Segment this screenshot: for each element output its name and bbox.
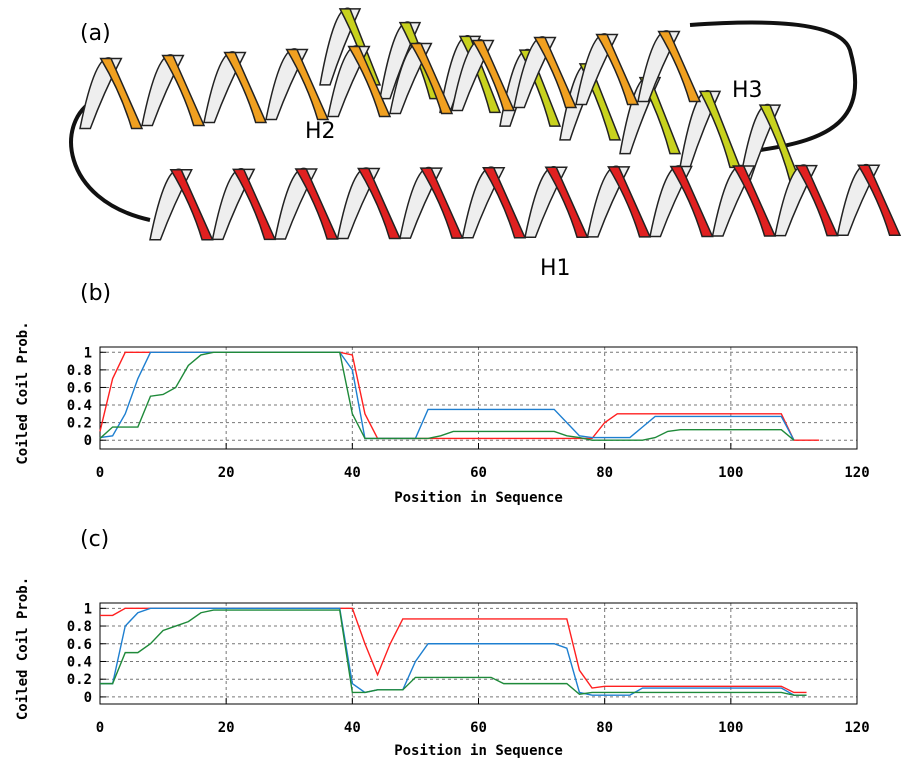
x-tick-label: 80: [596, 465, 613, 481]
protein-ribbon: [79, 7, 902, 241]
y-tick-label: 0.8: [67, 363, 92, 379]
helix-label: H1: [540, 256, 571, 281]
series-line: [100, 607, 807, 694]
helix-turn: [595, 33, 640, 106]
y-tick-label: 0.8: [67, 619, 92, 635]
y-tick-label: 0.4: [67, 398, 92, 414]
helix-label: H3: [732, 78, 763, 103]
helix-turn: [169, 169, 214, 241]
helix-turn: [161, 54, 206, 127]
series-line: [99, 351, 820, 441]
y-tick-label: 0.2: [67, 416, 92, 432]
loop: [69, 20, 857, 222]
plot-frame: [99, 602, 858, 705]
helix-turn: [533, 36, 578, 109]
helix-turn: [732, 165, 777, 237]
x-tick-label: 80: [596, 720, 613, 736]
helix-turn: [607, 166, 652, 238]
helix-turn: [544, 166, 589, 239]
helix-turn: [232, 168, 277, 241]
x-tick-label: 20: [218, 720, 235, 736]
x-tick-label: 40: [344, 465, 361, 481]
plot-frame: [99, 346, 858, 450]
helix-turn: [99, 57, 144, 130]
x-tick-label: 0: [96, 465, 104, 481]
y-tick-label: 0: [84, 690, 92, 706]
series-line: [99, 351, 795, 441]
helix-turn: [347, 45, 392, 118]
panel-label: (a): [80, 21, 111, 46]
x-tick-label: 120: [844, 465, 869, 481]
y-axis-label: Coiled Coil Prob.: [15, 577, 31, 720]
y-axis-label: Coiled Coil Prob.: [15, 321, 31, 464]
x-tick-label: 120: [844, 720, 869, 736]
helix-turn: [409, 42, 454, 115]
y-tick-label: 0.6: [67, 637, 92, 653]
x-tick-label: 20: [218, 465, 235, 481]
helix-turn: [471, 39, 516, 112]
y-tick-label: 0.2: [67, 672, 92, 688]
x-tick-label: 40: [344, 720, 361, 736]
y-tick-label: 0.4: [67, 654, 92, 670]
helix-turn: [223, 51, 268, 124]
x-tick-label: 60: [470, 720, 487, 736]
helix-turn: [698, 90, 742, 169]
series-line: [99, 351, 795, 441]
y-tick-label: 0.6: [67, 380, 92, 396]
helix-turn: [794, 164, 839, 237]
series-line: [100, 607, 807, 696]
helix-turn: [857, 164, 902, 236]
helix-turn: [669, 165, 714, 238]
panel-label: (b): [80, 281, 111, 306]
helix-turn: [285, 48, 330, 121]
helix-turn: [419, 167, 464, 239]
helix-turn: [357, 167, 402, 240]
x-tick-label: 100: [718, 720, 743, 736]
x-axis-label: Position in Sequence: [394, 490, 563, 506]
x-tick-label: 60: [470, 465, 487, 481]
x-tick-label: 100: [718, 465, 743, 481]
y-tick-label: 1: [84, 601, 92, 617]
x-axis-label: Position in Sequence: [394, 743, 563, 759]
helix-turn: [482, 166, 527, 239]
x-tick-label: 0: [96, 720, 104, 736]
helix-label: H2: [305, 119, 336, 144]
panel-label: (c): [80, 527, 109, 552]
series-line: [100, 609, 807, 696]
helix-turn: [657, 30, 702, 103]
y-tick-label: 1: [84, 345, 92, 361]
y-tick-label: 0: [84, 433, 92, 449]
helix-turn: [294, 168, 339, 240]
